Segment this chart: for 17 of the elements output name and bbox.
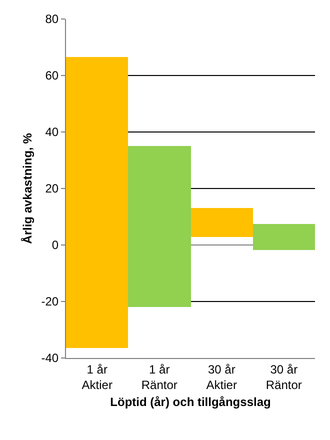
x-tick-label: 30 år Aktier: [206, 362, 237, 392]
x-axis-title: Löptid (år) och tillgångsslag: [110, 394, 271, 409]
x-tick-label: 1 år Räntor: [141, 362, 178, 392]
bar: [253, 224, 315, 250]
x-tick-label: 30 år Räntor: [266, 362, 302, 392]
y-tick-label: 80: [45, 12, 59, 26]
y-tick-label: 60: [45, 68, 59, 83]
y-axis-title: Årlig avkastning, %: [20, 132, 35, 244]
y-tick-label: 40: [45, 125, 59, 140]
bar: [66, 57, 128, 348]
y-tick-label: -40: [41, 351, 59, 366]
bar: [128, 146, 191, 307]
bar: [191, 208, 253, 237]
x-tick-label: 1 år Aktier: [82, 362, 112, 392]
y-tick-label: 20: [45, 182, 59, 196]
y-tick-label: 0: [52, 238, 59, 252]
y-tick-label: -20: [41, 294, 59, 309]
